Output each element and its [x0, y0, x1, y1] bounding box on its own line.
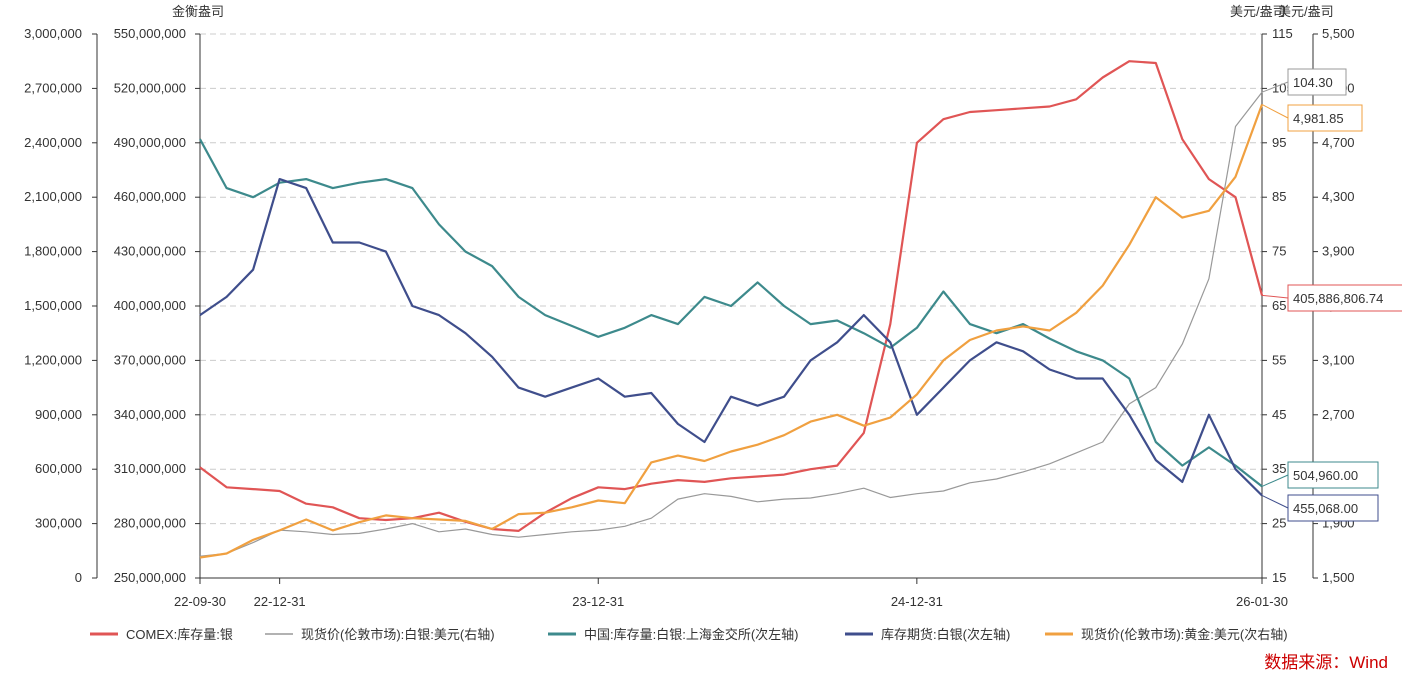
x-tick-label: 23-12-31: [572, 594, 624, 609]
tick-label: 95: [1272, 135, 1286, 150]
tick-label: 15: [1272, 570, 1286, 585]
x-tick-label: 24-12-31: [891, 594, 943, 609]
series-line: [199, 60, 1264, 532]
end-label-connector: [1261, 294, 1289, 299]
tick-label: 400,000,000: [114, 298, 186, 313]
end-label-connector: [1261, 81, 1289, 93]
legend-label: 中国:库存量:白银:上海金交所(次左轴): [584, 627, 799, 642]
x-tick-label: 26-01-30: [1236, 594, 1288, 609]
tick-label: 4,300: [1322, 189, 1355, 204]
x-tick-label: 22-09-30: [174, 594, 226, 609]
tick-label: 300,000: [35, 516, 82, 531]
legend: COMEX:库存量:银 现货价(伦敦市场):白银:美元(右轴) 中国:库存量:白银:…: [90, 627, 1288, 642]
second-left-axis-ticks: 250,000,000 280,000,000 310,000,000 340,000…: [114, 26, 200, 585]
tick-label: 2,400,000: [24, 135, 82, 150]
tick-label: 250,000,000: [114, 570, 186, 585]
end-label-text: 405,886,806.74: [1293, 291, 1383, 306]
end-label-box: [1287, 104, 1363, 132]
end-label-box: [1287, 461, 1379, 489]
end-label-connector: [1261, 474, 1289, 487]
legend-label: COMEX:库存量:银: [126, 627, 233, 642]
tick-label: 370,000,000: [114, 352, 186, 367]
end-label-connector: [1261, 495, 1289, 509]
end-label-box: [1287, 68, 1347, 96]
series-line: [199, 91, 1263, 557]
tick-label: 1,800,000: [24, 244, 82, 259]
tick-label: 55: [1272, 352, 1286, 367]
tick-label: 85: [1272, 189, 1286, 204]
legend-label: 现货价(伦敦市场):黄金:美元(次右轴): [1081, 627, 1288, 642]
tick-label: 0: [75, 570, 82, 585]
tick-label: 310,000,000: [114, 461, 186, 476]
tick-label: 25: [1272, 516, 1286, 531]
tick-label: 75: [1272, 244, 1286, 259]
tick-label: 2,700: [1322, 407, 1355, 422]
tick-label: 1,500: [1322, 570, 1355, 585]
series-line: [199, 138, 1263, 488]
end-label-box: [1287, 284, 1402, 312]
tick-label: 35: [1272, 461, 1286, 476]
legend-label: 现货价(伦敦市场):白银:美元(右轴): [301, 627, 495, 642]
left-axis-title: 金衡盎司: [172, 4, 224, 19]
tick-label: 280,000,000: [114, 516, 186, 531]
tick-label: 3,900: [1322, 244, 1355, 259]
left-axis-ticks: 0 300,000 600,000 900,000 1,200,000 1,500,000…: [24, 26, 97, 585]
tick-label: 460,000,000: [114, 189, 186, 204]
tick-label: 490,000,000: [114, 135, 186, 150]
tick-label: 4,700: [1322, 135, 1355, 150]
tick-label: 1,200,000: [24, 352, 82, 367]
series-layer: [199, 60, 1264, 559]
tick-label: 5,500: [1322, 26, 1355, 41]
series-line: [199, 178, 1263, 497]
tick-label: 3,100: [1322, 352, 1355, 367]
tick-label: 430,000,000: [114, 244, 186, 259]
series-line: [199, 104, 1264, 559]
tick-label: 45: [1272, 407, 1286, 422]
tick-label: 600,000: [35, 461, 82, 476]
second-right-axis-title: 美元/盎司: [1278, 4, 1334, 19]
tick-label: 2,700,000: [24, 80, 82, 95]
x-axis-ticks: 22-09-30 22-12-31 23-12-31 24-12-31 26-01-30: [174, 578, 1288, 609]
end-label-text: 4,981.85: [1293, 111, 1344, 126]
tick-label: 1,500,000: [24, 298, 82, 313]
end-value-labels: 104.30 4,981.85 405,886,806.74 504,960.00 45…: [1261, 68, 1402, 522]
tick-label: 65: [1272, 298, 1286, 313]
legend-label: 库存期货:白银(次左轴): [881, 627, 1010, 642]
right-axis-title: 美元/盎司: [1230, 4, 1286, 19]
tick-label: 340,000,000: [114, 407, 186, 422]
tick-label: 550,000,000: [114, 26, 186, 41]
x-tick-label: 22-12-31: [254, 594, 306, 609]
end-label-box: [1287, 494, 1379, 522]
tick-label: 900,000: [35, 407, 82, 422]
tick-label: 520,000,000: [114, 80, 186, 95]
tick-label: 115: [1272, 26, 1293, 41]
end-label-text: 104.30: [1293, 75, 1333, 90]
end-label-text: 455,068.00: [1293, 501, 1358, 516]
source-label: 数据来源：Wind: [1264, 653, 1388, 672]
tick-label: 2,100,000: [24, 189, 82, 204]
tick-label: 3,000,000: [24, 26, 82, 41]
end-label-connector: [1261, 104, 1289, 119]
grid-lines: [200, 33, 1262, 525]
end-label-text: 504,960.00: [1293, 468, 1358, 483]
